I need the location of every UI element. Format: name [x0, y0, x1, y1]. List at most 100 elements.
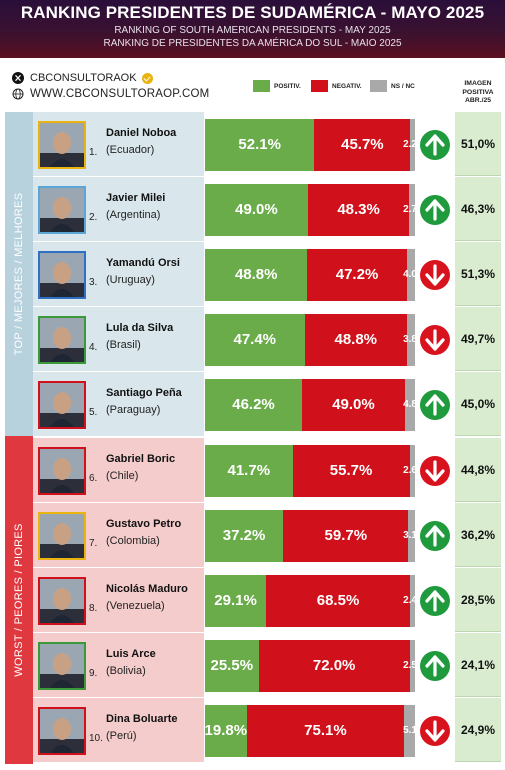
- header-banner: RANKING PRESIDENTES DE SUDAMÉRICA - MAYO…: [0, 0, 505, 58]
- legend-ns: NS / NC: [370, 80, 415, 92]
- arrow-up-icon: [420, 389, 450, 420]
- x-handle-row: CBCONSULTORAOK: [12, 72, 153, 84]
- rank-number: 4.: [89, 341, 98, 353]
- chart-subtitle-pt: RANKING DE PRESIDENTES DA AMÉRICA DO SUL…: [103, 38, 402, 49]
- website-row: WWW.CBCONSULTORAOP.COM: [12, 88, 209, 100]
- bar-negative: 72.0%: [258, 639, 410, 692]
- legend-negative-swatch: [311, 80, 328, 92]
- president-name: Javier Milei: [106, 191, 166, 204]
- bar-ns-label: 4.0: [403, 269, 417, 280]
- x-logo-icon: [12, 72, 24, 84]
- rank-number: 5.: [89, 406, 98, 418]
- rank-number: 6.: [89, 472, 98, 484]
- president-country: (Perú): [106, 729, 137, 742]
- president-photo: [38, 446, 86, 495]
- bar-positive: 25.5%: [205, 639, 259, 692]
- bar-ns-label: 2.6: [403, 465, 417, 476]
- bar-positive: 19.8%: [205, 704, 247, 757]
- previous-positive-image: 51,0%: [455, 112, 501, 176]
- bar-positive: 48.8%: [205, 248, 308, 301]
- president-name: Nicolás Maduro: [106, 582, 188, 595]
- president-country: (Bolivia): [106, 664, 146, 677]
- previous-positive-image: 24,9%: [455, 698, 501, 762]
- bar-positive: 47.4%: [205, 313, 305, 366]
- image-header-line-1: IMAGEN: [464, 80, 492, 87]
- globe-icon: [12, 88, 24, 100]
- rank-number: 9.: [89, 667, 98, 679]
- bar-negative: 68.5%: [266, 574, 410, 627]
- president-name: Yamandú Orsi: [106, 256, 180, 269]
- president-country: (Ecuador): [106, 143, 155, 156]
- president-photo: [38, 706, 86, 755]
- bar-ns: 2.4: [403, 574, 417, 627]
- rank-number: 7.: [89, 537, 98, 549]
- bar-negative: 48.3%: [307, 183, 410, 236]
- bar-positive: 37.2%: [205, 509, 284, 562]
- chart-subtitle-en: RANKING OF SOUTH AMERICAN PRESIDENTS - M…: [114, 25, 391, 36]
- previous-positive-image: 46,3%: [455, 177, 501, 241]
- bar-ns-label: 2.2: [403, 139, 417, 150]
- president-name: Daniel Noboa: [106, 126, 177, 139]
- bar-ns: 4.0: [403, 248, 417, 301]
- bar-negative: 47.2%: [307, 248, 407, 301]
- legend-negative-label: NEGATIV.: [332, 82, 362, 90]
- arrow-down-icon: [420, 259, 450, 290]
- president-country: (Brasil): [106, 338, 141, 351]
- bar-ns: 2.2: [403, 118, 417, 171]
- bar-ns: 3.8: [403, 313, 417, 366]
- bar-positive: 46.2%: [205, 378, 303, 431]
- arrow-down-icon: [420, 455, 450, 486]
- president-country: (Uruguay): [106, 273, 155, 286]
- bar-ns-label: 3.1: [403, 530, 417, 541]
- bar-negative: 45.7%: [314, 118, 411, 171]
- previous-positive-image: 49,7%: [455, 307, 501, 371]
- bar-positive: 49.0%: [205, 183, 308, 236]
- bar-ns: 2.5: [403, 639, 417, 692]
- president-name: Gustavo Petro: [106, 517, 182, 530]
- arrow-down-icon: [420, 715, 450, 746]
- president-photo: [38, 185, 86, 234]
- bar-ns: 2.6: [403, 444, 417, 497]
- rank-number: 10.: [89, 732, 103, 744]
- president-country: (Colombia): [106, 534, 160, 547]
- bar-ns: 2.7: [403, 183, 417, 236]
- president-name: Santiago Peña: [106, 386, 182, 399]
- bar-ns: 5.1: [403, 704, 417, 757]
- rank-number: 1.: [89, 146, 98, 158]
- president-photo: [38, 641, 86, 690]
- president-country: (Chile): [106, 469, 139, 482]
- legend-positive-label: POSITIV.: [274, 82, 301, 90]
- legend-ns-swatch: [370, 80, 387, 92]
- bar-positive: 29.1%: [205, 574, 267, 627]
- president-country: (Venezuela): [106, 599, 165, 612]
- x-handle: CBCONSULTORAOK: [30, 72, 137, 84]
- bar-negative: 59.7%: [283, 509, 409, 562]
- arrow-up-icon: [420, 585, 450, 616]
- image-header-line-3: ABR./25: [464, 97, 492, 104]
- bar-negative: 55.7%: [292, 444, 410, 497]
- bar-negative: 49.0%: [302, 378, 405, 431]
- president-photo: [38, 315, 86, 364]
- previous-positive-image: 44,8%: [455, 438, 501, 502]
- verified-badge-icon: [141, 72, 153, 84]
- previous-positive-image: 24,1%: [455, 633, 501, 697]
- previous-positive-image: 51,3%: [455, 242, 501, 306]
- president-photo: [38, 511, 86, 560]
- arrow-up-icon: [420, 129, 450, 160]
- website-url: WWW.CBCONSULTORAOP.COM: [30, 88, 210, 100]
- previous-positive-image: 36,2%: [455, 503, 501, 567]
- arrow-up-icon: [420, 650, 450, 681]
- arrow-up-icon: [420, 194, 450, 225]
- arrow-up-icon: [420, 520, 450, 551]
- legend-positive: POSITIV.: [253, 80, 301, 92]
- president-name: Gabriel Boric: [106, 452, 176, 465]
- rank-number: 8.: [89, 602, 98, 614]
- bar-ns-label: 4.8: [403, 399, 417, 410]
- president-photo: [38, 250, 86, 299]
- group-worst-label: WORST / PEORES / PIORES: [5, 436, 33, 764]
- bar-ns-label: 2.5: [403, 660, 417, 671]
- bar-ns: 3.1: [403, 509, 417, 562]
- rank-number: 3.: [89, 276, 98, 288]
- president-photo: [38, 576, 86, 625]
- image-column-header: IMAGEN POSITIVA ABR./25: [456, 80, 500, 106]
